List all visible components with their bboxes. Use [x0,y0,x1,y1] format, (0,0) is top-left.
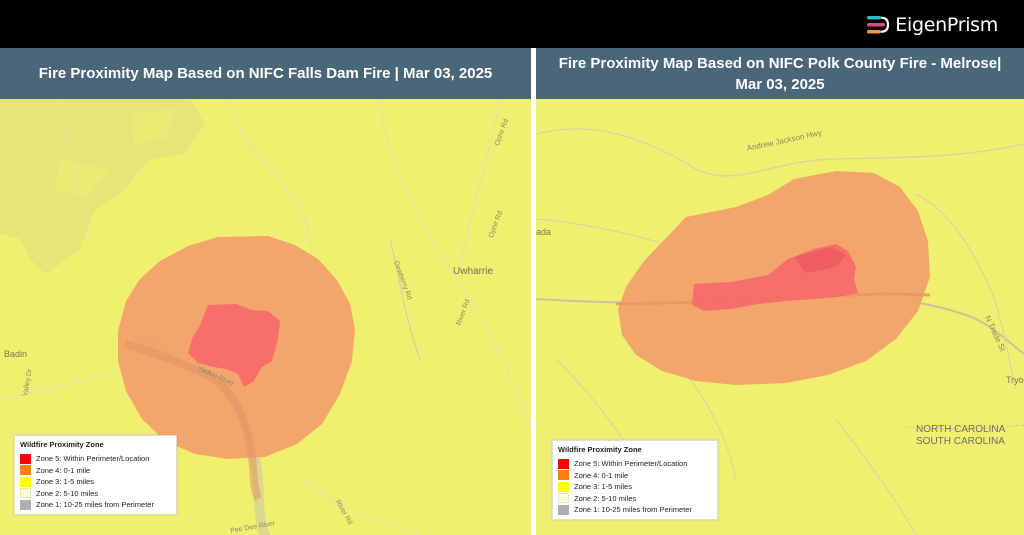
legend-label: Zone 4: 0-1 mile [574,470,629,480]
legend-item: Zone 5: Within Perimeter/Location [20,453,170,465]
panel-divider [531,48,536,535]
lake-water [0,99,205,274]
legend-title: Wildfire Proximity Zone [558,445,642,454]
zone5-perimeter [188,304,280,387]
label-north-carolina: NORTH CAROLINA [916,424,1006,435]
road [59,99,91,240]
legend-swatch [558,458,569,469]
road [915,193,1017,390]
road [389,238,421,360]
legend-item: Zone 5: Within Perimeter/Location [558,458,711,470]
logo-text: EigenPrism [895,14,998,36]
legend-swatch [558,470,569,481]
legend-swatch [20,499,31,510]
legend-item: Zone 1: 10-25 miles from Perimeter [20,499,170,511]
road [459,99,501,270]
left-legend: Wildfire Proximity Zone Zone 5: Within P… [14,435,177,515]
road [536,128,1024,177]
state-line [905,424,1024,430]
right-map[interactable]: Andrew Jackson Hwy N Trade St ada Tryo N… [536,99,1024,535]
legend-swatch [558,481,569,492]
legend-label: Zone 2: 5-10 miles [574,493,637,503]
zone5-core [794,247,846,273]
road [379,99,531,430]
place-badin: Badin [4,349,28,359]
right-legend: Wildfire Proximity Zone Zone 5: Within P… [552,440,718,520]
legend-label: Zone 3: 1-5 miles [574,482,632,492]
left-map-panel: Fire Proximity Map Based on NIFC Falls D… [0,48,531,535]
right-map-canvas [536,128,1024,535]
river-in-zone [123,340,262,501]
legend-label: Zone 1: 10-25 miles from Perimeter [574,505,692,515]
legend-item: Zone 2: 5-10 miles [558,493,711,505]
place-ada: ada [536,227,552,237]
road [299,478,421,535]
legend-swatch [558,504,569,515]
lake-land [55,109,175,199]
left-map-canvas [0,99,531,535]
top-bar: EigenPrism [0,0,1024,48]
legend-label: Zone 4: 0-1 mile [36,465,91,475]
left-map-title: Fire Proximity Map Based on NIFC Falls D… [0,48,531,99]
legend-swatch [558,493,569,504]
legend-swatch [20,476,31,487]
legend-label: Zone 3: 1-5 miles [36,477,94,487]
legend-item: Zone 3: 1-5 miles [20,476,170,488]
legend-swatch [20,465,31,476]
legend-label: Zone 1: 10-25 miles from Perimeter [36,500,154,510]
legend-item: Zone 3: 1-5 miles [558,481,711,493]
road [835,418,917,535]
place-uwharrie: Uwharrie [453,266,494,277]
eigenprism-logo[interactable]: EigenPrism [866,14,998,36]
right-map-panel: Fire Proximity Map Based on NIFC Polk Co… [536,48,1024,535]
legend-item: Zone 1: 10-25 miles from Perimeter [558,504,711,516]
legend-item: Zone 2: 5-10 miles [20,488,170,500]
left-map[interactable]: Uwharrie Badin Ophir Rd Ophir Rd Dewberr… [0,99,531,535]
legend-swatch [20,453,31,464]
legend-item: Zone 4: 0-1 mile [558,470,711,482]
legend-item: Zone 4: 0-1 mile [20,465,170,477]
label-south-carolina: SOUTH CAROLINA [916,436,1005,447]
legend-label: Zone 2: 5-10 miles [36,488,99,498]
legend-swatch [20,488,31,499]
legend-label: Zone 5: Within Perimeter/Location [36,454,150,464]
legend-label: Zone 5: Within Perimeter/Location [574,459,688,469]
right-map-title: Fire Proximity Map Based on NIFC Polk Co… [536,48,1024,99]
legend-title: Wildfire Proximity Zone [20,440,104,449]
eigenprism-logo-icon [867,16,890,34]
place-tryon: Tryo [1006,375,1024,385]
